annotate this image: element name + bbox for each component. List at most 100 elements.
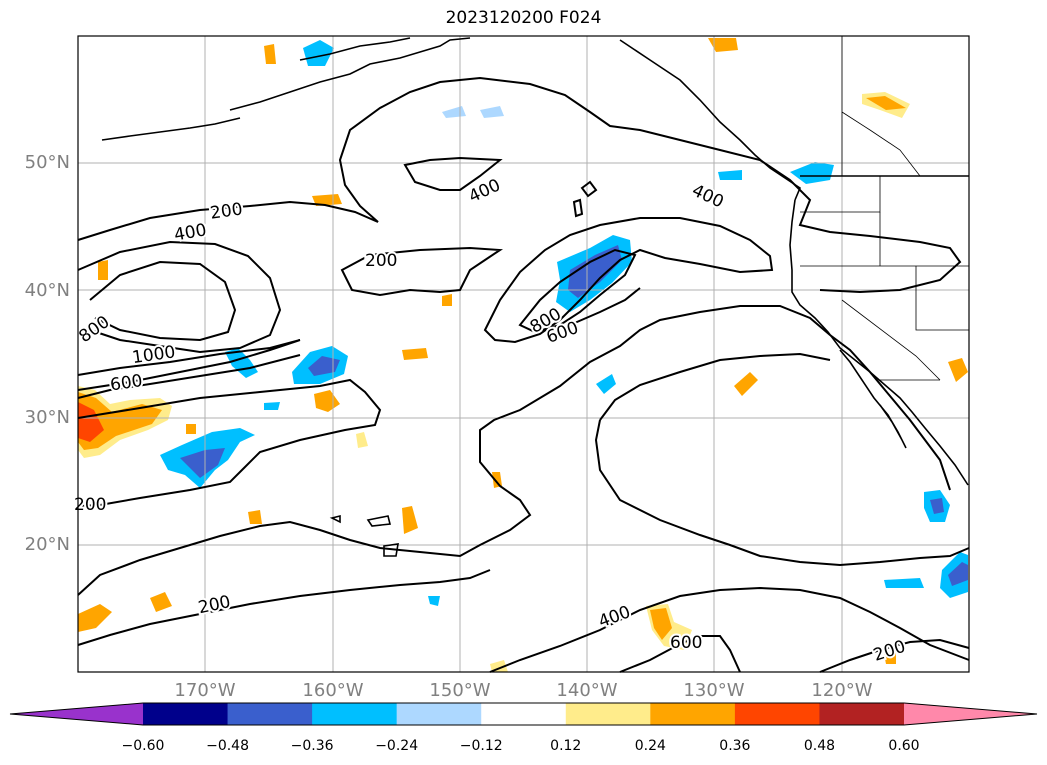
shade-positive <box>948 358 968 382</box>
lon-label: 150°W <box>429 680 491 701</box>
colorbar-swatch <box>734 703 820 725</box>
lon-label: 160°W <box>302 680 364 701</box>
alaska-coast <box>229 37 471 111</box>
shade-negative <box>264 402 280 410</box>
shade-positive <box>98 260 108 280</box>
contour-label: 800 <box>75 312 113 347</box>
contour-line <box>77 240 282 354</box>
shade-positive <box>264 44 276 64</box>
contour-label: 200 <box>365 251 397 271</box>
colorbar-tick-label: −0.48 <box>206 738 249 754</box>
contour-label: 200 <box>871 637 908 666</box>
map-title: 2023120200 F024 <box>445 8 602 28</box>
contour-line <box>77 378 382 507</box>
shade-positive <box>248 510 262 524</box>
contour-label: 200 <box>197 592 233 618</box>
contour-line <box>77 569 491 646</box>
colorbar-tick-label: −0.36 <box>290 738 334 754</box>
us-west-coast <box>789 199 969 486</box>
shade-positive <box>650 608 672 640</box>
contour-label: 400 <box>173 220 208 245</box>
contour-label: 600 <box>109 371 144 395</box>
contour-line <box>580 180 598 198</box>
hawaii-island <box>329 514 341 524</box>
aleutians <box>101 117 241 141</box>
shade-positive <box>312 194 342 206</box>
colorbar-extend-high <box>904 703 1037 725</box>
shade-negative <box>948 562 968 586</box>
lon-label: 130°W <box>683 680 745 701</box>
shade-positive <box>884 652 896 664</box>
shade-negative <box>930 498 944 514</box>
lat-label: 30°N <box>24 407 70 428</box>
contour-line <box>572 198 584 218</box>
shade-positive <box>442 294 452 306</box>
contour-label: 400 <box>596 602 633 632</box>
colorbar-tick-label: 0.12 <box>550 738 582 754</box>
shade-negative <box>180 448 225 478</box>
colorbar-tick-label: 0.36 <box>719 738 751 754</box>
hawaii-island <box>366 515 391 527</box>
colorbar-swatch <box>565 703 651 725</box>
contour-line <box>569 287 641 326</box>
map-frame <box>77 35 970 673</box>
contour-line <box>77 354 301 399</box>
colorbar-swatch <box>819 703 905 725</box>
colorbar-swatch <box>312 703 398 725</box>
contour-label: 1000 <box>131 342 177 368</box>
contour-label: 200 <box>209 199 244 223</box>
lon-label: 140°W <box>556 680 618 701</box>
shade-positive <box>78 392 162 450</box>
shade-positive <box>78 604 112 632</box>
contour-line <box>77 339 301 391</box>
shade-positive <box>402 506 418 534</box>
shade-positive <box>490 660 508 672</box>
bc-coast <box>619 39 801 201</box>
lat-label: 20°N <box>24 534 70 555</box>
graticule <box>78 36 969 672</box>
shade-negative <box>718 170 742 180</box>
alaska-coast <box>299 37 411 61</box>
lon-label: 120°W <box>811 680 873 701</box>
shade-negative <box>308 356 340 376</box>
colorbar-tick-label: 0.48 <box>803 738 836 754</box>
colorbar-tick-label: 0.24 <box>634 738 666 754</box>
height-contours <box>77 76 970 673</box>
coastlines <box>101 37 969 557</box>
contour-label: 400 <box>466 175 504 207</box>
contour-line <box>403 156 503 191</box>
shade-negative <box>225 348 258 378</box>
shade-positive <box>314 390 340 412</box>
contour-line <box>483 217 774 344</box>
shade-positive <box>734 372 758 396</box>
shade-positive <box>708 38 738 52</box>
contour-line <box>619 635 741 673</box>
shade-negative <box>790 162 834 184</box>
contour-line <box>340 246 504 297</box>
contour-line <box>594 419 970 567</box>
colorbar-tick-label: 0.60 <box>888 738 920 754</box>
shade-negative <box>428 596 440 606</box>
contour-line <box>819 638 970 673</box>
colorbar-tick-label: −0.24 <box>375 738 419 754</box>
colorbar-swatch <box>650 703 736 725</box>
shade-positive <box>150 592 172 612</box>
contour-line <box>77 76 962 294</box>
map-panel: 200 400 200 400 400 200 800 1000 600 800… <box>72 35 970 673</box>
contour-line <box>77 305 951 596</box>
shade-positive <box>356 432 368 448</box>
shade-positive <box>186 424 196 434</box>
contour-line <box>599 352 831 421</box>
contour-line <box>518 248 637 334</box>
hawaii-island <box>383 543 399 557</box>
colorbar-swatch <box>396 703 482 725</box>
shade-positive <box>78 402 104 442</box>
contour-label: 600 <box>670 633 702 653</box>
colorbar-swatch <box>143 703 229 725</box>
colorbar-swatch <box>481 703 567 725</box>
contour-line <box>89 260 237 342</box>
colorbar <box>9 702 1038 726</box>
state-borders <box>800 36 969 381</box>
contour-label: 400 <box>689 181 727 213</box>
shade-negative <box>303 40 334 66</box>
